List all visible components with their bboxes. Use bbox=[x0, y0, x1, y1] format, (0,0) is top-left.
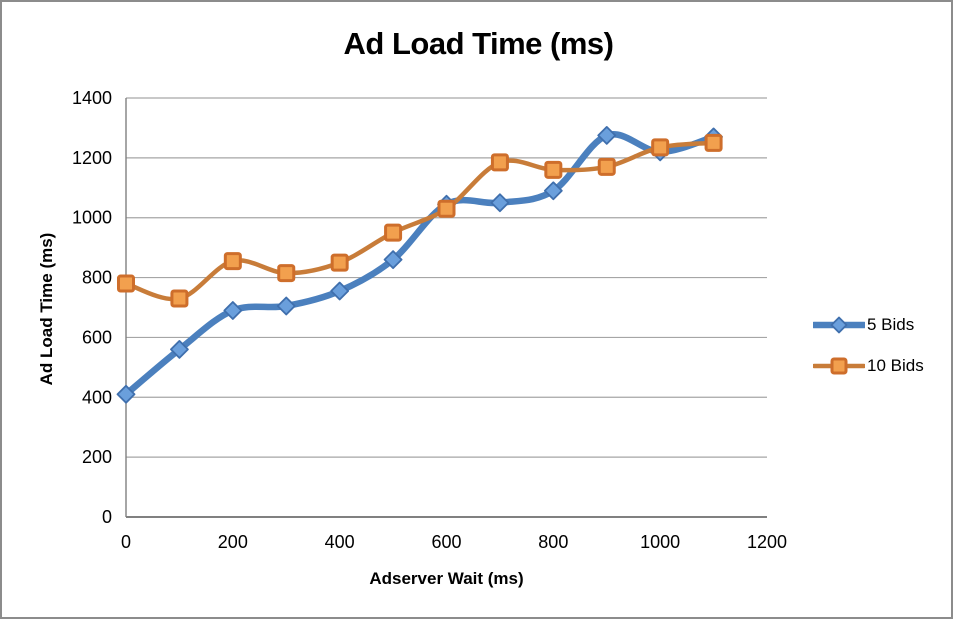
legend-marker-shape bbox=[830, 357, 848, 375]
x-axis-tick-label: 200 bbox=[218, 532, 248, 552]
y-axis-tick-label: 1400 bbox=[72, 88, 112, 108]
x-axis-tick-label: 600 bbox=[431, 532, 461, 552]
data-point-marker bbox=[651, 138, 670, 157]
data-point-marker bbox=[276, 296, 296, 316]
y-axis-tick-label: 0 bbox=[102, 507, 112, 527]
data-point-marker bbox=[490, 153, 509, 172]
y-axis-tick-label: 1200 bbox=[72, 148, 112, 168]
data-point-marker bbox=[490, 193, 510, 213]
series-10-bids-marker-icon bbox=[813, 357, 865, 375]
series-5-bids-marker-icon bbox=[813, 316, 865, 334]
y-axis-tick-label: 600 bbox=[82, 327, 112, 347]
series-line-5-bids bbox=[122, 131, 717, 398]
data-point-marker bbox=[170, 289, 189, 308]
x-axis-title: Adserver Wait (ms) bbox=[369, 569, 524, 588]
x-axis-tick-label: 800 bbox=[538, 532, 568, 552]
y-axis-tick-label: 400 bbox=[82, 387, 112, 407]
y-axis-tick-label: 800 bbox=[82, 268, 112, 288]
data-point-marker bbox=[277, 264, 296, 283]
data-point-marker bbox=[704, 133, 723, 152]
data-point-marker bbox=[170, 340, 189, 359]
data-point-marker bbox=[597, 157, 616, 176]
data-point-marker bbox=[383, 250, 403, 270]
data-point-marker bbox=[543, 181, 563, 201]
x-axis-tick-label: 400 bbox=[325, 532, 355, 552]
legend-item-10-bids: 10 Bids bbox=[813, 354, 924, 378]
data-point-marker bbox=[544, 160, 563, 179]
y-axis-tick-label: 200 bbox=[82, 447, 112, 467]
legend-marker-shape bbox=[830, 316, 848, 334]
chart-title: Ad Load Time (ms) bbox=[343, 26, 614, 61]
legend-label-10-bids: 10 Bids bbox=[867, 356, 924, 375]
x-axis-tick-label: 0 bbox=[121, 532, 131, 552]
data-point-marker bbox=[330, 253, 349, 272]
series-line-10-bids bbox=[123, 140, 716, 302]
x-axis-tick-label: 1200 bbox=[747, 532, 787, 552]
data-point-marker bbox=[223, 301, 243, 320]
data-point-marker bbox=[223, 252, 242, 271]
legend: 5 Bids 10 Bids bbox=[813, 313, 924, 378]
legend-label-5-bids: 5 Bids bbox=[867, 315, 915, 334]
y-axis-tick-label: 1000 bbox=[72, 208, 112, 228]
x-axis-tick-label: 1000 bbox=[640, 532, 680, 552]
data-point-marker bbox=[437, 199, 456, 218]
data-point-marker bbox=[116, 384, 136, 404]
data-point-marker bbox=[117, 274, 135, 293]
data-point-marker bbox=[597, 126, 617, 145]
data-point-marker bbox=[330, 281, 350, 301]
legend-item-5-bids: 5 Bids bbox=[813, 313, 924, 337]
data-point-marker bbox=[384, 223, 403, 242]
y-axis-title: Ad Load Time (ms) bbox=[37, 232, 56, 386]
